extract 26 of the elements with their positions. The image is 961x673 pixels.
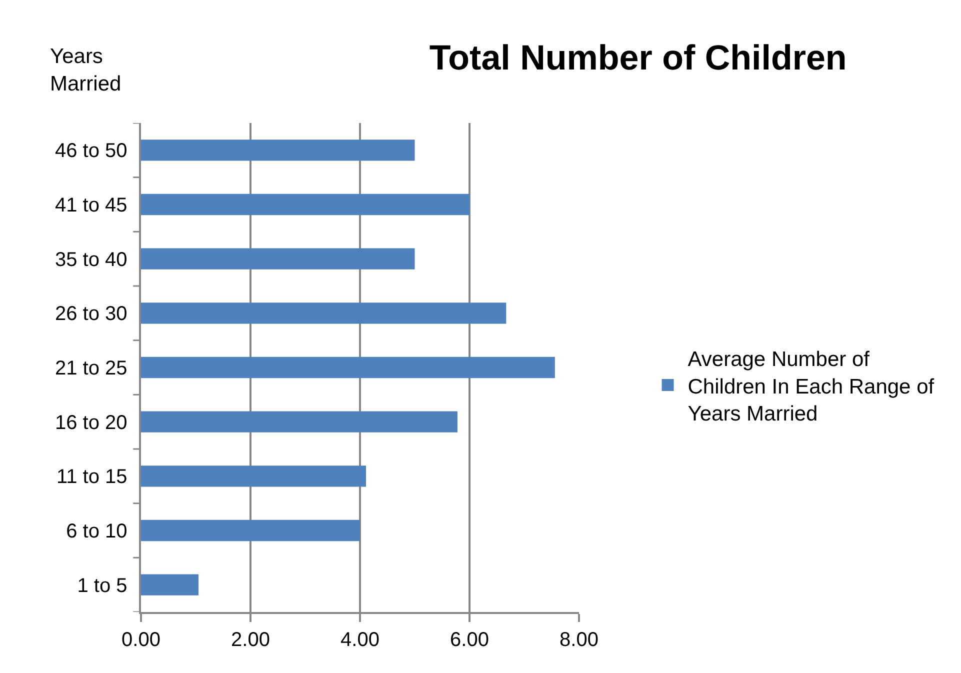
bar [141, 140, 415, 161]
y-tick-label: 41 to 45 [54, 194, 128, 216]
x-tick-label: 8.00 [560, 628, 598, 651]
y-tick-label: 46 to 50 [54, 140, 128, 162]
x-tick-label: 0.00 [122, 628, 160, 651]
y-tick-label: 21 to 25 [54, 358, 128, 380]
bar [141, 574, 198, 596]
bar [141, 248, 415, 270]
bar [141, 356, 555, 378]
bar [141, 466, 366, 487]
y-tick-label: 1 to 5 [77, 574, 128, 597]
x-tick-label: 4.00 [340, 628, 380, 651]
bar [141, 194, 470, 216]
x-tick-label: 6.00 [450, 628, 489, 651]
legend-label: Average Number of Children In Each Range of Years Married [688, 348, 934, 426]
y-tick-label: 35 to 40 [54, 248, 128, 271]
y-tick-label: 11 to 15 [56, 466, 128, 488]
y-tick-label: 16 to 20 [54, 412, 128, 434]
x-tick-label: 2.00 [231, 628, 270, 651]
y-axis-title: Years Married [50, 45, 122, 96]
bar [141, 411, 458, 432]
y-tick-label: 6 to 10 [66, 520, 128, 542]
y-tick-label: 26 to 30 [54, 303, 128, 326]
bar [141, 520, 360, 542]
chart-title: Total Number of Children [429, 38, 847, 78]
bar [141, 302, 506, 324]
